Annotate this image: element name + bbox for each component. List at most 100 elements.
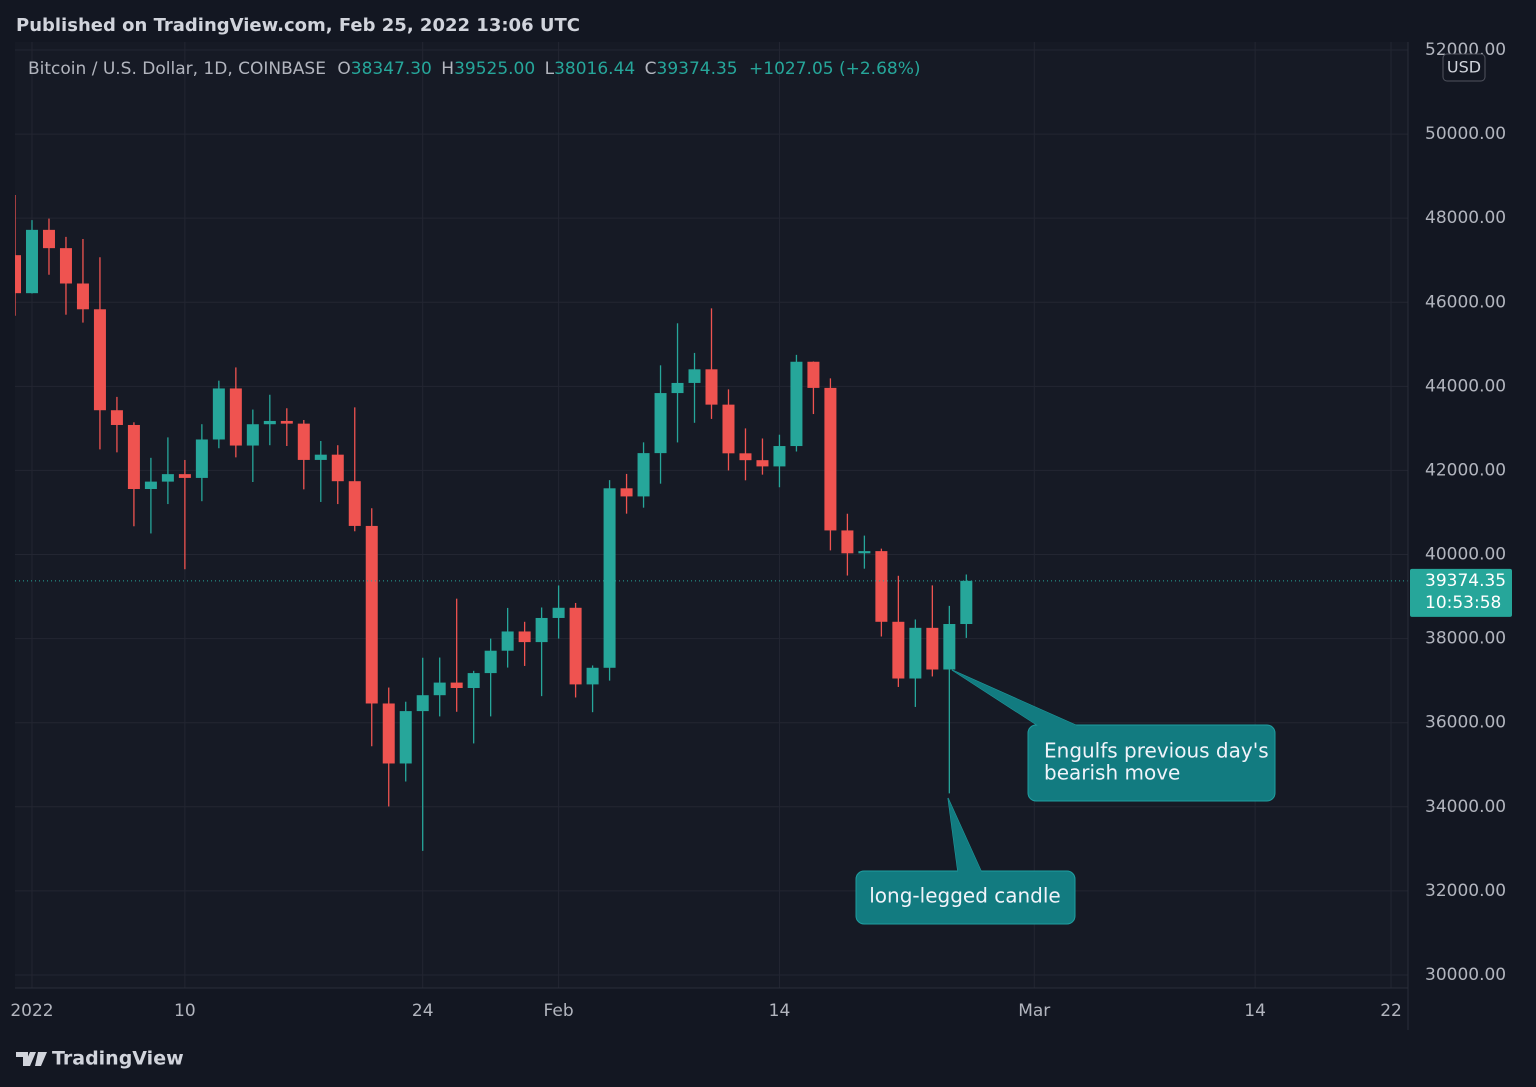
legend-label: C [645, 59, 657, 79]
grid [15, 42, 1408, 988]
candle-body [586, 667, 599, 685]
callout-join [952, 670, 1080, 727]
x-tick-label: 2022 [10, 1001, 53, 1021]
y-tick-label: 40000.00 [1425, 545, 1506, 565]
candle-body [195, 439, 208, 478]
last-price-box [1410, 568, 1512, 617]
y-tick-label: 34000.00 [1425, 797, 1506, 817]
currency: USD [1447, 58, 1481, 77]
candle-body [144, 481, 157, 490]
candle-body [467, 673, 480, 689]
candle-body [450, 682, 463, 689]
published: Published on TradingView.com, Feb 25, 20… [16, 15, 580, 36]
candle-body [518, 631, 531, 643]
candle-body [909, 627, 922, 679]
x-tick-label: 14 [769, 1001, 791, 1021]
candle-body [42, 229, 55, 249]
candle-body [280, 420, 293, 424]
candle-body [297, 423, 310, 460]
candle-body [127, 424, 140, 490]
legend-value: 38016.44 [554, 59, 635, 79]
candle-body [739, 453, 752, 461]
x-tick-label: Mar [1018, 1001, 1050, 1021]
candle-body [246, 424, 259, 446]
candle-body [535, 617, 548, 643]
x-tick-label: Feb [544, 1001, 574, 1021]
callout-box [1027, 724, 1276, 802]
y-tick-label: 30000.00 [1425, 965, 1506, 985]
candle-body [620, 488, 633, 497]
labels: 30000.00 32000.00 34000.00 36000.00 38000.00… [10, 40, 1512, 1021]
candle-body [331, 454, 344, 482]
candle-body [399, 711, 412, 764]
legend-label: O [337, 59, 350, 79]
annotation-text: bearish move [1044, 761, 1180, 785]
candle-body [178, 474, 191, 478]
candle-body [637, 453, 650, 497]
candle-body [93, 309, 106, 411]
candle-body [960, 580, 973, 625]
candle-body [654, 393, 667, 454]
legend-value: 39525.00 [454, 59, 535, 79]
candle-body [161, 474, 174, 482]
countdown: 10:53:58 [1425, 593, 1501, 613]
callout-join [948, 798, 982, 873]
candle-body [671, 382, 684, 394]
y-tick-label: 42000.00 [1425, 460, 1506, 480]
candle-body [807, 361, 820, 388]
candle-body [943, 624, 956, 670]
x-tick-label: 22 [1380, 1001, 1402, 1021]
brand-logo [16, 1052, 47, 1066]
annotation-text: Engulfs previous day's [1044, 739, 1269, 763]
candle-body [603, 488, 616, 668]
symbol: Bitcoin / U.S. Dollar, 1D, COINBASE [28, 59, 326, 79]
y-tick-label: 38000.00 [1425, 629, 1506, 649]
candle-body [705, 369, 718, 405]
candle-body [25, 229, 38, 294]
candle-body [314, 454, 327, 460]
legend-label: L [545, 59, 555, 79]
candle-body [756, 460, 769, 467]
annotation-text: long-legged candle [869, 884, 1060, 908]
candle-body [416, 695, 429, 712]
candle-body [263, 420, 276, 425]
x-tick-label: 24 [412, 1001, 434, 1021]
candle-body [433, 682, 446, 696]
candle-body [382, 703, 395, 764]
candle-body [858, 551, 871, 554]
y-tick-label: 50000.00 [1425, 124, 1506, 144]
candle-body [212, 388, 225, 440]
candle-body [59, 248, 72, 284]
candle-body [348, 481, 361, 526]
legend-label: H [441, 59, 454, 79]
candle-body [790, 361, 803, 447]
y-tick-label: 36000.00 [1425, 713, 1506, 733]
legend-value: 39374.35 [657, 59, 738, 79]
candle-body [76, 283, 89, 310]
candle-body [841, 530, 854, 554]
candle-body [484, 650, 497, 674]
x-tick-label: 10 [174, 1001, 196, 1021]
plot-area [15, 42, 1408, 988]
candle-body [552, 607, 565, 618]
y-tick-label: 46000.00 [1425, 292, 1506, 312]
candles [15, 195, 1408, 851]
legend-change: +1027.05 (+2.68%) [749, 59, 920, 79]
legend-value: 38347.30 [351, 59, 432, 79]
candle-body [501, 631, 514, 651]
ohlc-legend: Bitcoin / U.S. Dollar, 1D, COINBASE O383… [28, 59, 921, 79]
candle-body [229, 388, 242, 446]
candle-body [569, 607, 582, 685]
y-tick-label: 48000.00 [1425, 208, 1506, 228]
currency-box [1442, 53, 1486, 82]
y-tick-label: 32000.00 [1425, 881, 1506, 901]
candle-body [110, 410, 123, 425]
candle-body [365, 525, 378, 704]
candle-body [15, 255, 21, 294]
y-tick-label: 44000.00 [1425, 376, 1506, 396]
x-tick-label: 14 [1244, 1001, 1266, 1021]
candle-body [926, 627, 939, 670]
candle-body [688, 369, 701, 383]
